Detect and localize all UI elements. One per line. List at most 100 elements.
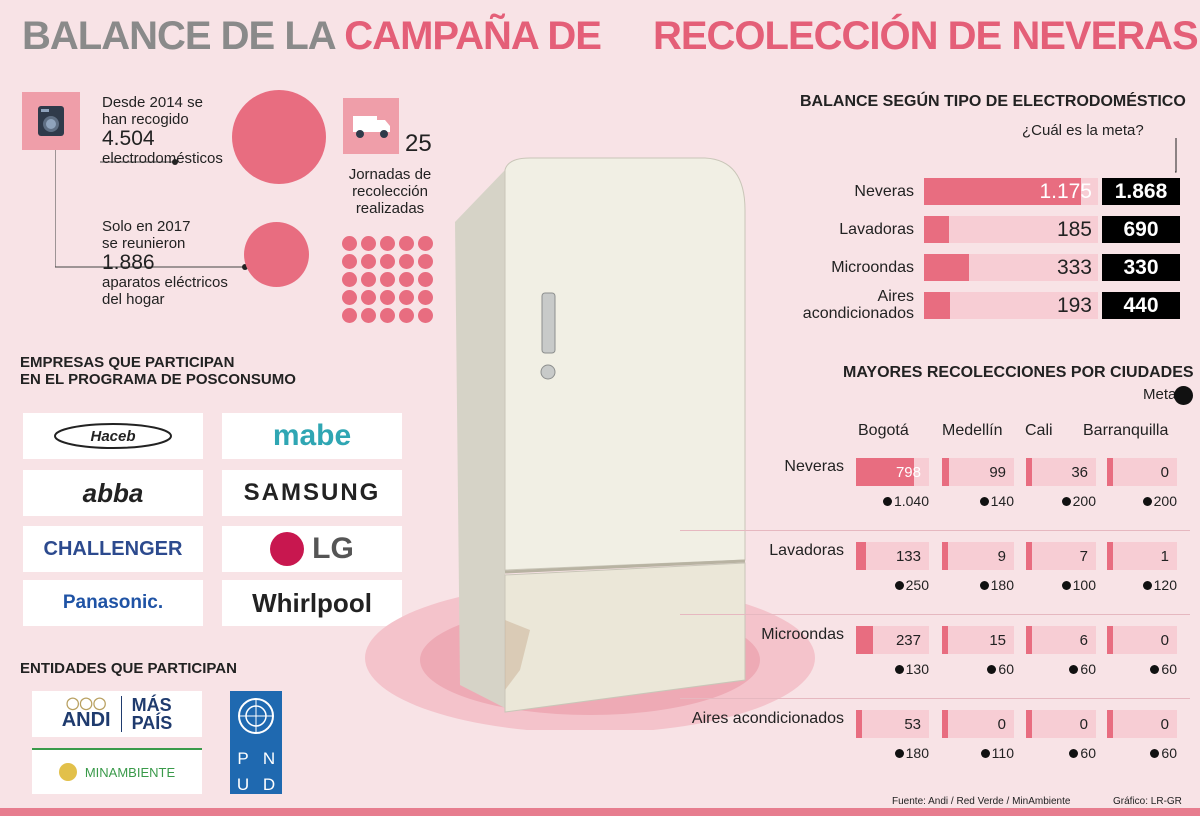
panasonic-logo: Panasonic. xyxy=(23,580,203,626)
jornada-dot xyxy=(342,290,357,305)
jornada-dot xyxy=(380,308,395,323)
appliance-icon-box xyxy=(22,92,80,150)
stat2-line2: se reunieron xyxy=(102,235,186,252)
chart1-bar xyxy=(924,254,969,281)
meta-dot-icon xyxy=(987,665,997,674)
chart2-value-label: 237 xyxy=(895,632,921,649)
jornada-dot xyxy=(418,290,433,305)
jornada-dot xyxy=(380,290,395,305)
chart2-value-label: 0 xyxy=(997,716,1006,733)
whirlpool-logo-text: Whirlpool xyxy=(252,587,372,618)
haceb-logo: Haceb xyxy=(23,413,203,459)
stat2-text: Solo en 2017 se reunieron 1.886 aparatos… xyxy=(102,218,228,308)
jornada-dot xyxy=(361,272,376,287)
chart2-bar xyxy=(1107,710,1113,738)
chart2-goal-label: 110 xyxy=(962,745,1014,761)
chart2-goal-label: 60 xyxy=(1046,745,1096,761)
chart1-category-label-line: acondicionados xyxy=(802,305,914,322)
chart2-city-header: Barranquilla xyxy=(1083,422,1169,439)
chart2-value-label: 798 xyxy=(895,464,921,481)
lg-logo: LG xyxy=(222,526,402,572)
jornada-dot xyxy=(418,272,433,287)
chart1-goal-label-box: 690 xyxy=(1102,216,1180,243)
chart2-goal-label: 140 xyxy=(962,493,1014,509)
chart2-goal-value: 60 xyxy=(1161,745,1177,761)
chart2-goal-label: 200 xyxy=(1127,493,1177,509)
chart2-bar xyxy=(1107,458,1113,486)
chart1-goal-label-box: 440 xyxy=(1102,292,1180,319)
chart2-goal-label: 180 xyxy=(962,577,1014,593)
andi-rings-icon: ◯◯◯ xyxy=(66,695,107,710)
chart2-bar-track xyxy=(1026,710,1096,738)
chart2-value-label: 53 xyxy=(904,716,921,733)
empresas-heading-line1: EMPRESAS QUE PARTICIPAN xyxy=(20,354,235,371)
chart1-bar xyxy=(924,216,949,243)
abba-logo-text: abba xyxy=(82,477,144,508)
chart2-goal-value: 120 xyxy=(1153,577,1177,593)
chart2-bar-track xyxy=(1107,710,1177,738)
chart2-goal-value: 180 xyxy=(905,745,929,761)
chart2-bar xyxy=(856,458,914,486)
chart2-bar-track xyxy=(942,626,1014,654)
maspais-logo: MÁS PAÍS xyxy=(132,696,173,732)
chart1-category-label-line: Aires xyxy=(877,288,914,305)
chart1-bar xyxy=(924,292,950,319)
jornada-dot xyxy=(399,272,414,287)
challenger-logo-text: CHALLENGER xyxy=(43,537,183,560)
chart2-goal-label: 60 xyxy=(1046,661,1096,677)
chart1-bar xyxy=(924,178,1081,205)
jornadas-line3: realizadas xyxy=(355,200,425,217)
meta-dot-icon xyxy=(1142,581,1152,590)
chart1-goal-label-box: 1.868 xyxy=(1102,178,1180,205)
pnud-letters: P N U D xyxy=(230,746,282,798)
entidades-heading: ENTIDADES QUE PARTICIPAN xyxy=(20,660,237,677)
jornada-dot xyxy=(380,236,395,251)
chart2-bar xyxy=(1026,626,1032,654)
chart2-goal-value: 200 xyxy=(1072,493,1096,509)
abba-logo: abba xyxy=(23,470,203,516)
chart2-goal-label: 100 xyxy=(1046,577,1096,593)
pnud-letter-u: U xyxy=(236,775,250,794)
fridge-side xyxy=(455,170,505,708)
chart1-category-label: Neveras xyxy=(790,183,914,200)
stat1-line3: electrodomésticos xyxy=(102,150,223,167)
jornada-dot xyxy=(418,254,433,269)
chart2-legend-label: Meta xyxy=(1143,386,1177,403)
fridge-illustration xyxy=(365,157,815,730)
minambiente-logo-text: MINAMBIENTE xyxy=(84,764,176,780)
andi-logo-text: ANDI xyxy=(61,708,111,731)
chart2-bar xyxy=(856,710,862,738)
chart2-bar xyxy=(1026,542,1032,570)
empresas-heading-line2: EN EL PROGRAMA DE POSCONSUMO xyxy=(20,371,296,388)
meta-dot-icon xyxy=(1142,497,1152,506)
chart2-goal-value: 110 xyxy=(991,745,1014,761)
maspais-line2: PAÍS xyxy=(131,713,173,733)
chart1-value-label: 193 xyxy=(1056,294,1092,317)
chart2-category-label: Lavadoras xyxy=(769,542,844,559)
chart2-bar-track xyxy=(856,710,929,738)
meta-dot-icon xyxy=(1150,665,1160,674)
lg-logo-text: LG xyxy=(312,532,354,565)
chart1-category-label-line: Microondas xyxy=(831,259,914,276)
chart2-bar xyxy=(856,626,873,654)
empresas-heading: EMPRESAS QUE PARTICIPAN EN EL PROGRAMA D… xyxy=(20,354,296,388)
stat2-line1: Solo en 2017 xyxy=(102,218,191,235)
truck-icon xyxy=(353,116,390,138)
meta-dot-icon xyxy=(1061,497,1071,506)
samsung-logo-text: SAMSUNG xyxy=(243,479,381,506)
chart2-goal-label: 120 xyxy=(1127,577,1177,593)
meta-dot-icon xyxy=(894,749,904,758)
stat1-line1: Desde 2014 se xyxy=(102,94,203,111)
chart2-row-separator xyxy=(680,698,1190,699)
chart2-bar-track xyxy=(942,710,1014,738)
chart1-bar-track xyxy=(924,292,1098,319)
jornada-dot xyxy=(342,308,357,323)
chart2-value-label: 6 xyxy=(1079,632,1088,649)
chart1-value-label: 333 xyxy=(1056,256,1092,279)
jornada-dot xyxy=(418,236,433,251)
jornada-dot xyxy=(399,236,414,251)
chart1-plot: Neveras 1.175 1.868 Lavadoras 185 690 Microond… xyxy=(790,170,1190,330)
chart2-bar xyxy=(942,458,949,486)
meta-dot-icon xyxy=(1061,581,1071,590)
mabe-logo: mabe xyxy=(222,413,402,459)
